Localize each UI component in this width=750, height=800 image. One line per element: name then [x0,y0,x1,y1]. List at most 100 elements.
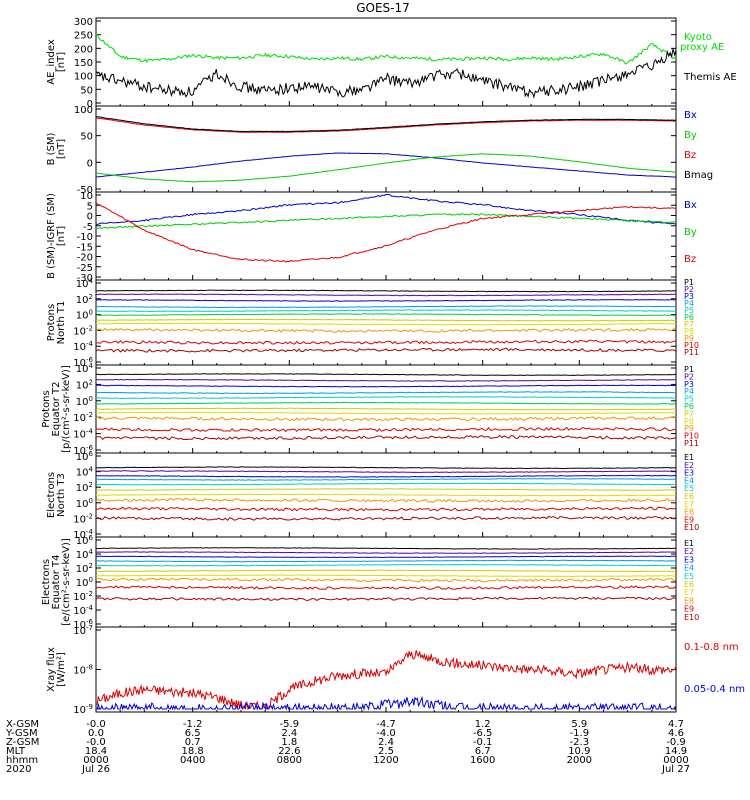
footer-cell: -4.7 [376,719,396,730]
footer-cell: -0.1 [473,737,493,748]
legend-p-north-item: P7 [684,320,694,329]
legend-e-north-item: E6 [684,492,694,501]
y-tick-label: 104 [76,277,94,290]
series-line-bfield [95,193,677,225]
footer-cell: 1200 [373,755,398,766]
y-tick-label: 102 [76,562,93,575]
series-line-flux [95,407,677,411]
legend-bsm-item: Bmag [684,170,713,181]
legend-e-eq-item: E1 [684,539,694,548]
y-tick-label: 100 [76,576,93,589]
series-line-flux [95,497,677,503]
series-line-ae [95,48,677,99]
y-tick-label: 200 [74,44,93,55]
panel-ylabel: North T1 [56,301,67,345]
series-line-flux [95,434,677,441]
legend-p-eq-item: P5 [684,395,694,404]
legend-xray-short: 0.05-0.4 nm [684,684,745,695]
y-tick-label: 100 [74,72,93,83]
series-line-flux [95,506,677,512]
panel-frame [95,17,677,107]
footer-row-label: MLT [6,746,26,757]
series-line-flux [95,378,676,382]
y-tick-label: 10-6 [73,444,93,457]
footer-cell: 18.4 [85,746,107,757]
panel-ylabel: Equator T4 [51,555,62,610]
y-tick-label: 10-2 [73,411,93,424]
series-line-xray [96,695,677,711]
footer-cell: -2.3 [570,737,590,748]
footer-row-label: 2020 [6,764,31,775]
panel-ylabel: AE_index [46,39,57,85]
footer-cell: -0.9 [666,737,686,748]
footer-cell: 22.6 [278,746,300,757]
y-tick-label: 106 [76,534,94,547]
footer-cell: -6.5 [473,728,493,739]
footer-cell: 2000 [567,755,592,766]
legend-xray-long: 0.1-0.8 nm [684,642,739,653]
footer-cell: -5.9 [280,719,300,730]
y-tick-label: 100 [74,105,93,116]
legend-e-eq-item: E3 [684,555,694,564]
legend-e-north-item: E2 [684,461,694,470]
y-tick-label: 100 [76,309,93,322]
footer-cell: 1.8 [281,737,297,748]
y-tick-label: 10-7 [73,624,93,637]
series-line-flux [96,384,677,388]
series-line-flux [95,563,676,567]
y-tick-label: -25 [77,263,93,274]
series-line-bfield [95,213,677,230]
panel-ylabel: Protons [46,304,57,341]
y-tick-label: 300 [74,17,93,28]
footer-cell: -1.2 [183,719,203,730]
y-tick-label: 10-4 [73,604,93,617]
series-line-flux [95,547,676,550]
series-line-flux [95,577,677,583]
legend-bdiff-item: By [684,227,697,238]
y-tick-label: 10 [80,191,93,202]
series-line-flux [95,305,676,309]
series-line-flux [95,488,677,491]
legend-e-north-item: E3 [684,469,694,478]
series-line-flux [95,299,677,302]
footer-cell: Jul 27 [661,764,690,775]
series-line-flux [95,347,677,353]
y-tick-label: 106 [76,450,94,463]
panel-ylabel: [W/m²] [56,652,67,687]
legend-e-north-item: E8 [684,508,694,517]
y-tick-label: 10-2 [73,590,93,603]
series-line-flux [95,396,677,399]
legend-p-eq-item: P2 [684,372,694,381]
footer-cell: -1.9 [570,728,590,739]
series-line-bfield [95,202,677,263]
series-line-xray [95,650,677,711]
panel-ylabel: Protons [41,390,52,427]
footer-table: X-GSMY-GSMZ-GSMMLThhmm2020-0.00.0-0.018.… [5,719,690,775]
series-line-flux [95,416,677,422]
legend-p-north-item: P3 [684,292,694,301]
y-tick-label: 104 [76,466,94,479]
panel-frame [95,536,677,628]
legend-p-eq-item: P6 [684,402,694,411]
y-tick-label: 250 [74,31,93,42]
y-tick-label: -30 [77,273,93,284]
series-line-flux [95,482,677,486]
series-line-flux [96,493,677,497]
footer-cell: 2.5 [378,746,394,757]
legend-proxy-ae: proxy AE [680,42,724,53]
footer-cell: 10.9 [568,746,590,757]
series-line-flux [95,515,677,522]
footer-cell: -0.0 [86,737,106,748]
y-tick-label: 102 [76,481,93,494]
legend-e-north-item: E7 [684,500,694,509]
footer-cell: 6.7 [475,746,491,757]
footer-cell: 1600 [470,755,495,766]
footer-cell: 14.9 [665,746,687,757]
legend-themis-ae: Themis AE [683,72,737,83]
y-tick-label: -10 [77,232,93,243]
legend-p-north-item: P6 [684,313,694,322]
legend-e-eq-item: E7 [684,588,694,597]
panel-ylabel: Equator T2 [51,382,62,437]
